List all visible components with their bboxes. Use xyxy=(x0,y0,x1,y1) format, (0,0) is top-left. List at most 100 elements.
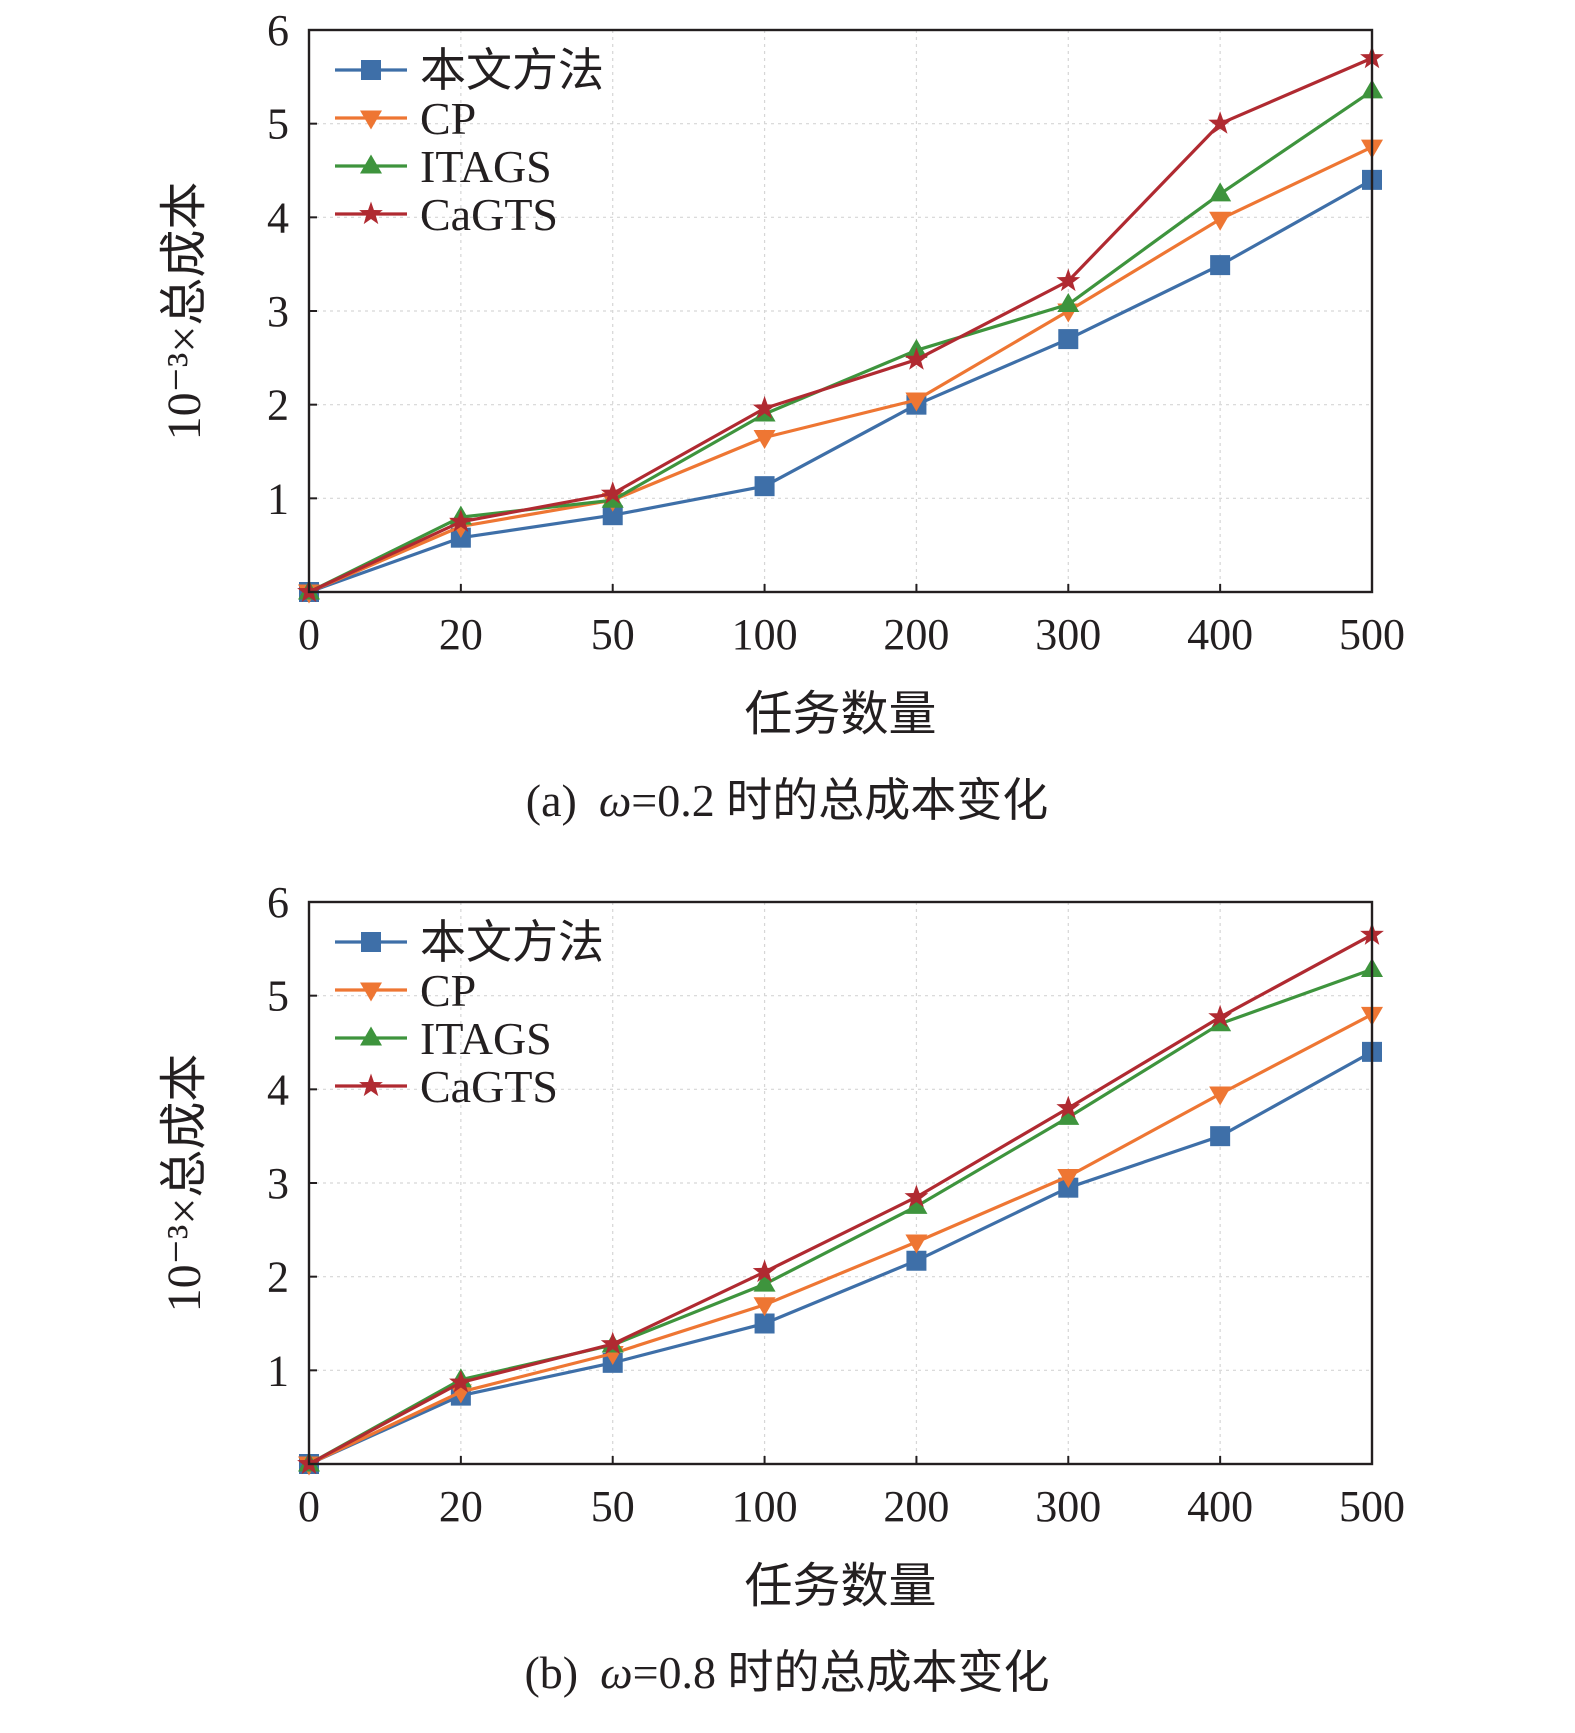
data-point xyxy=(904,1184,929,1208)
caption-text: =0.8 时的总成本变化 xyxy=(633,1647,1050,1698)
series-line xyxy=(308,933,1373,1466)
x-tick-label: 500 xyxy=(1339,610,1405,659)
data-point xyxy=(753,1297,776,1317)
series-line xyxy=(308,89,1373,594)
legend-marker xyxy=(361,932,381,952)
y-tick-label: 3 xyxy=(267,1159,289,1208)
x-tick-label: 50 xyxy=(591,610,635,659)
data-point xyxy=(1209,182,1232,202)
data-point xyxy=(753,1272,776,1292)
legend-label: CaGTS xyxy=(420,189,558,240)
legend-label: ITAGS xyxy=(420,141,552,192)
x-tick-label: 400 xyxy=(1187,1482,1253,1531)
plot-frame xyxy=(307,28,1374,594)
series-line xyxy=(308,967,1373,1466)
data-point xyxy=(600,481,625,504)
data-point xyxy=(1209,211,1232,231)
x-tick-label: 100 xyxy=(732,610,798,659)
legend-item: 本文方法 xyxy=(335,45,604,96)
data-point xyxy=(752,395,777,419)
legend-label: 本文方法 xyxy=(420,45,604,96)
series-line xyxy=(308,1012,1373,1466)
y-tick-label: 5 xyxy=(267,972,289,1021)
legend-item: ITAGS xyxy=(335,141,552,192)
y-tick-label: 4 xyxy=(267,1065,289,1114)
y-tick-label: 1 xyxy=(267,474,289,523)
legend-item: CaGTS xyxy=(335,1061,558,1112)
data-point xyxy=(449,509,473,532)
legend-label: CaGTS xyxy=(420,1061,558,1112)
figure-caption: (a) ω=0.2 时的总成本变化 xyxy=(526,775,1049,826)
chart-panel-b: 0 20 50 100 200 300 400 500 1 2 3 4 5 6 任务数量 10⁻³×总成本 本文… xyxy=(0,872,1575,1733)
y-tick-label: 2 xyxy=(267,1253,289,1302)
caption-symbol: ω xyxy=(600,1647,632,1698)
data-point xyxy=(904,347,929,370)
data-point xyxy=(1208,1004,1232,1028)
data-point xyxy=(1058,329,1079,350)
caption-label: (b) xyxy=(524,1647,578,1698)
legend-marker xyxy=(359,1073,383,1097)
caption-text: =0.2 时的总成本变化 xyxy=(631,775,1048,826)
legend-item: 本文方法 xyxy=(335,917,604,968)
series-tri-up xyxy=(298,957,1383,1472)
series-line xyxy=(308,56,1373,594)
y-tick-label: 2 xyxy=(267,381,289,430)
y-axis-title: 10⁻³×总成本 xyxy=(158,182,211,441)
x-tick-label: 0 xyxy=(298,610,320,659)
x-tick-label: 0 xyxy=(298,1482,320,1531)
series-line xyxy=(308,178,1373,594)
data-point xyxy=(1208,111,1232,134)
data-point xyxy=(1057,292,1080,312)
y-tick-label: 1 xyxy=(267,1346,289,1395)
legend-marker xyxy=(361,60,381,80)
data-point xyxy=(449,1370,473,1393)
data-point xyxy=(754,476,775,497)
figure-caption: (b) ω=0.8 时的总成本变化 xyxy=(524,1647,1049,1698)
legend-label: ITAGS xyxy=(420,1013,552,1064)
data-point xyxy=(1210,1126,1231,1147)
x-tick-label: 20 xyxy=(439,1482,483,1531)
caption-label: (a) xyxy=(526,775,577,826)
legend-item: CP xyxy=(335,93,476,144)
legend-item: ITAGS xyxy=(335,1013,552,1064)
series-line xyxy=(308,145,1373,594)
legend-marker xyxy=(360,982,382,1002)
legend-item: CP xyxy=(335,965,476,1016)
legend-marker xyxy=(360,154,382,174)
y-tick-label: 6 xyxy=(267,6,289,55)
y-tick-label: 4 xyxy=(267,193,289,242)
x-tick-label: 50 xyxy=(591,1482,635,1531)
data-point xyxy=(1056,268,1081,292)
series-line xyxy=(308,1050,1373,1466)
data-point xyxy=(602,505,623,526)
data-point xyxy=(906,1250,927,1271)
y-tick-label: 6 xyxy=(267,878,289,927)
legend-marker xyxy=(360,110,382,130)
legend-marker xyxy=(359,201,383,225)
line-chart-b: 0 20 50 100 200 300 400 500 1 2 3 4 5 6 任务数量 10⁻³×总成本 本文… xyxy=(158,878,1405,1698)
x-tick-label: 500 xyxy=(1339,1482,1405,1531)
data-point xyxy=(754,1313,775,1334)
data-point xyxy=(1209,1086,1232,1106)
data-point xyxy=(753,429,776,449)
legend-label: CP xyxy=(420,93,476,144)
x-tick-label: 100 xyxy=(732,1482,798,1531)
data-point xyxy=(905,1194,928,1214)
x-tick-label: 20 xyxy=(439,610,483,659)
legend-label: CP xyxy=(420,965,476,1016)
y-axis-title: 10⁻³×总成本 xyxy=(158,1054,211,1313)
legend-item: CaGTS xyxy=(335,189,558,240)
x-tick-label: 300 xyxy=(1035,1482,1101,1531)
plot-frame xyxy=(307,900,1374,1466)
data-point xyxy=(905,1234,928,1254)
x-tick-label: 200 xyxy=(883,610,949,659)
x-tick-label: 300 xyxy=(1035,610,1101,659)
data-point xyxy=(1056,1095,1081,1119)
data-point xyxy=(752,1259,777,1283)
data-point xyxy=(1057,1105,1080,1125)
y-tick-label: 3 xyxy=(267,287,289,336)
data-point xyxy=(600,1331,625,1355)
data-point xyxy=(1210,255,1231,276)
